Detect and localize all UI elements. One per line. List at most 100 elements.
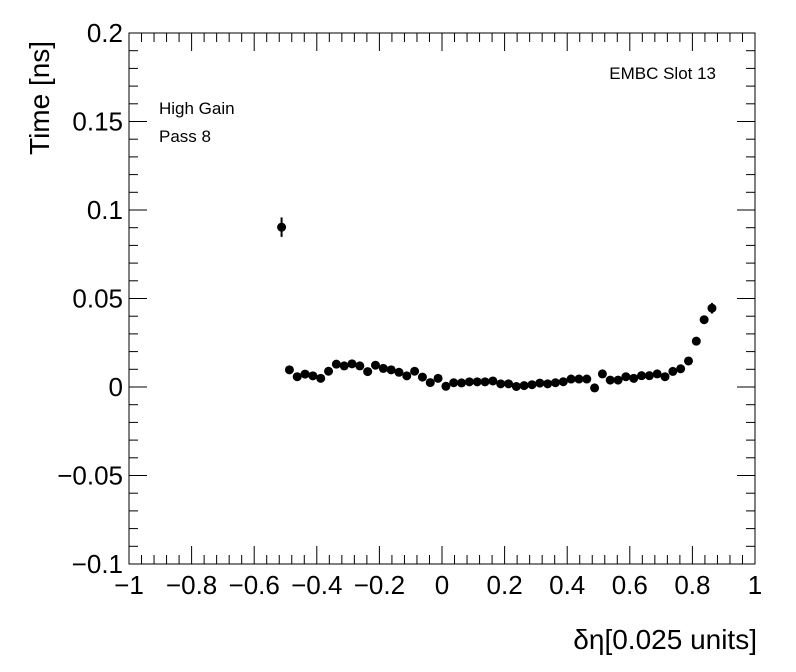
data-point	[496, 379, 506, 389]
data-point	[558, 377, 568, 387]
marker	[457, 378, 467, 388]
x-tick-label: 0.6	[612, 570, 648, 600]
marker	[605, 375, 615, 385]
marker	[300, 369, 310, 379]
marker	[386, 365, 396, 375]
marker	[582, 374, 592, 384]
y-tick-label: 0	[109, 372, 123, 402]
data-point	[605, 375, 615, 385]
slot-annotation: EMBC Slot 13	[609, 64, 716, 83]
data-point	[613, 375, 623, 385]
data-point	[519, 381, 529, 391]
marker	[496, 379, 506, 389]
marker	[699, 315, 709, 325]
marker	[417, 372, 427, 382]
tick-marks	[128, 32, 756, 565]
marker	[683, 356, 693, 366]
marker	[535, 378, 545, 388]
data-point	[621, 372, 631, 382]
data-point	[324, 366, 334, 376]
marker	[660, 372, 670, 382]
x-tick-label: −0.8	[166, 570, 217, 600]
marker	[292, 372, 302, 382]
marker	[449, 378, 459, 388]
marker	[504, 379, 514, 389]
data-point	[644, 371, 654, 381]
data-point	[527, 380, 537, 390]
data-point	[652, 369, 662, 379]
data-point	[488, 376, 498, 386]
data-point	[417, 372, 427, 382]
x-tick-label: −1	[114, 570, 144, 600]
data-point	[331, 359, 341, 369]
x-tick-labels: −1 −0.8 −0.6 −0.4 −0.2 0 0.2 0.4 0.6 0.8 1	[114, 570, 762, 600]
marker	[370, 360, 380, 370]
y-tick-label: 0.15	[72, 107, 123, 137]
gain-annotation: High Gain	[159, 99, 235, 118]
data-point	[457, 378, 467, 388]
marker	[347, 359, 357, 369]
data-point	[582, 374, 592, 384]
data-points	[277, 217, 717, 393]
x-tick-label: −0.6	[229, 570, 280, 600]
data-point	[550, 378, 560, 388]
x-tick-label: 1	[748, 570, 762, 600]
marker	[464, 377, 474, 387]
y-axis-title: Time [ns]	[24, 41, 55, 155]
data-point	[370, 360, 380, 370]
marker	[676, 364, 686, 374]
data-point	[402, 371, 412, 381]
marker	[316, 373, 326, 383]
data-point	[504, 379, 514, 389]
marker	[558, 377, 568, 387]
marker	[621, 372, 631, 382]
x-tick-label: 0	[435, 570, 449, 600]
marker	[543, 379, 553, 389]
y-tick-label: −0.05	[57, 461, 123, 491]
marker	[394, 367, 404, 377]
pass-annotation: Pass 8	[159, 127, 211, 146]
marker	[284, 365, 294, 375]
data-point	[660, 372, 670, 382]
x-tick-label: 0.4	[549, 570, 585, 600]
data-point	[425, 378, 435, 388]
marker	[519, 381, 529, 391]
data-point	[566, 374, 576, 384]
data-point	[363, 367, 373, 377]
marker	[550, 378, 560, 388]
marker	[637, 371, 647, 381]
data-point	[535, 378, 545, 388]
x-tick-label: −0.2	[354, 570, 405, 600]
marker	[355, 361, 365, 371]
x-tick-label: 0.8	[674, 570, 710, 600]
marker	[652, 369, 662, 379]
marker	[597, 369, 607, 379]
marker	[566, 374, 576, 384]
marker	[613, 375, 623, 385]
data-point	[394, 367, 404, 377]
data-point	[300, 369, 310, 379]
marker	[644, 371, 654, 381]
data-point	[707, 302, 717, 314]
data-point	[449, 378, 459, 388]
marker	[331, 359, 341, 369]
marker	[308, 371, 318, 381]
marker	[410, 366, 420, 376]
data-point	[355, 361, 365, 371]
marker	[363, 367, 373, 377]
y-tick-labels: −0.1 −0.05 0 0.05 0.1 0.15 0.2	[57, 18, 123, 579]
x-tick-label: −0.4	[291, 570, 342, 600]
data-point	[339, 361, 349, 371]
data-point	[597, 369, 607, 379]
x-axis-title: δη[0.025 units]	[573, 624, 757, 655]
marker	[472, 377, 482, 387]
data-point	[386, 365, 396, 375]
marker	[339, 361, 349, 371]
data-point	[464, 377, 474, 387]
marker	[433, 373, 443, 383]
marker	[402, 371, 412, 381]
y-tick-label: 0.1	[87, 195, 123, 225]
data-point	[433, 373, 443, 383]
